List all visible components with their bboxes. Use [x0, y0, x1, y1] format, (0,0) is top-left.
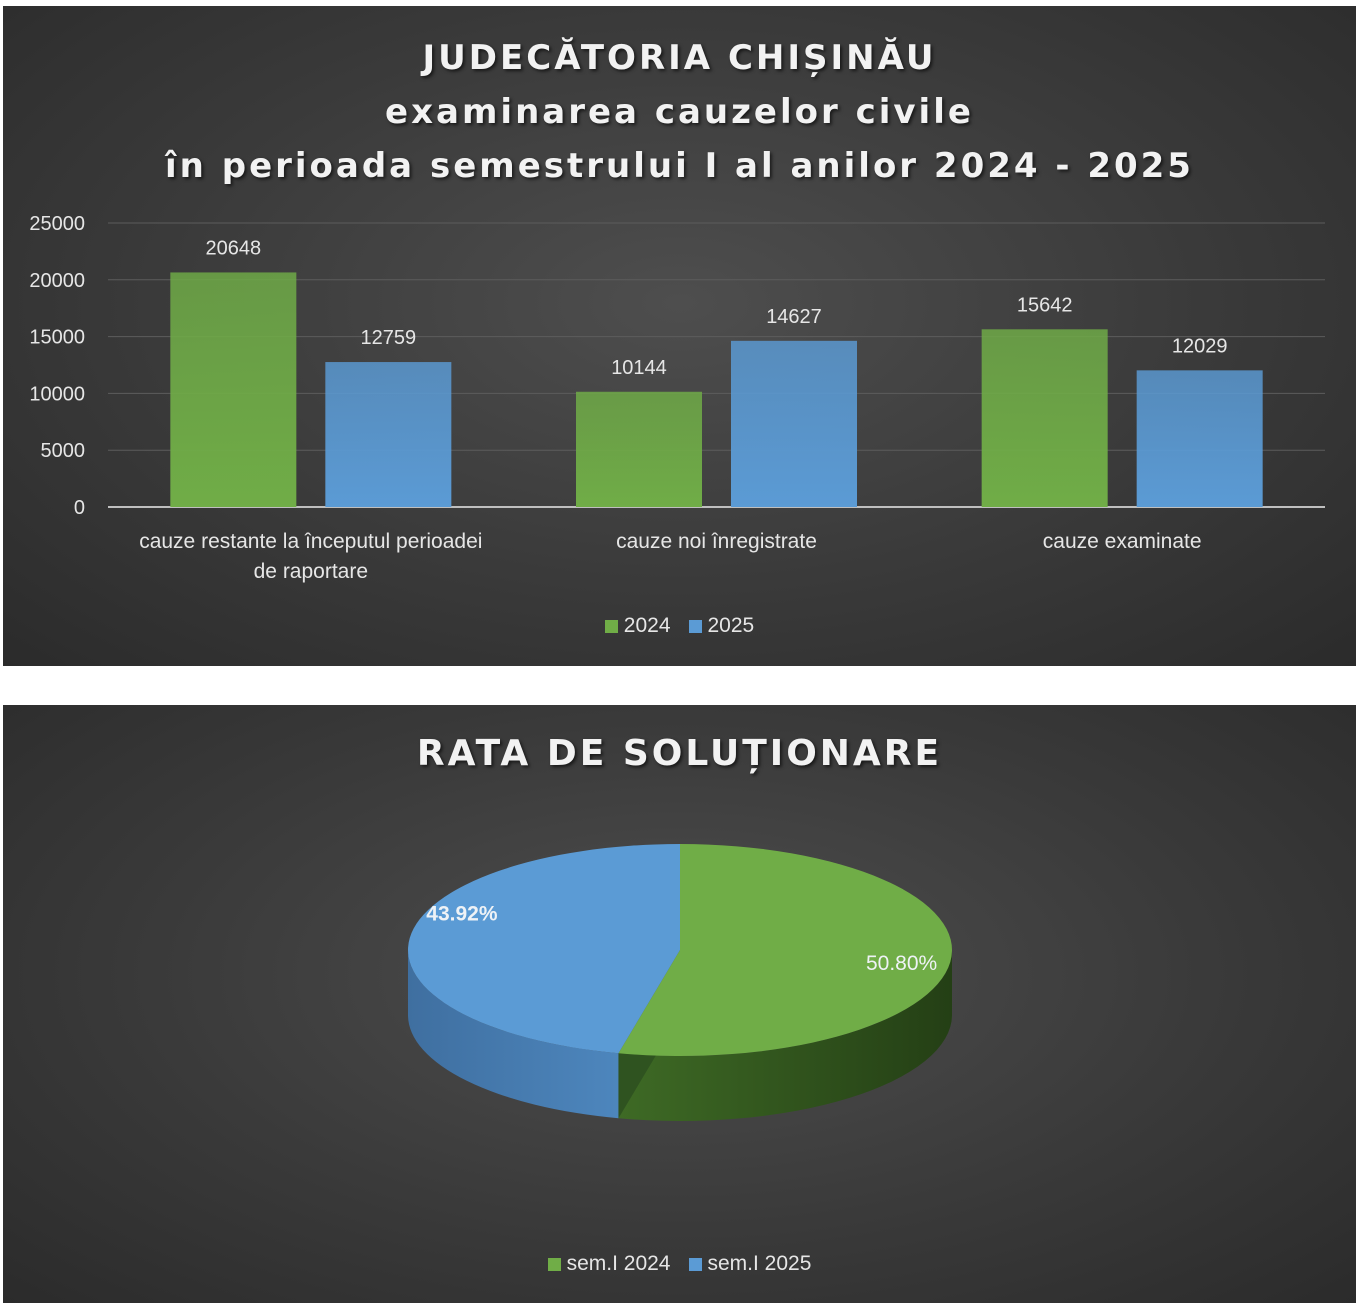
chart-title-line-2: examinarea cauzelor civile	[385, 92, 974, 132]
y-tick-label: 20000	[29, 270, 85, 292]
legend-label-sem-2024: sem.I 2024	[566, 1252, 671, 1275]
bar-chart: 0 5000 10000 15000 20000 25000 20648 12759 cauze…	[29, 213, 1325, 583]
bar-2024-1	[576, 391, 702, 507]
legend-item-2025: 2025	[688, 614, 755, 638]
data-label: 12759	[361, 327, 417, 349]
data-label: 20648	[206, 237, 262, 259]
pie-chart-panel: RATA DE SOLUȚIONARE 50.80% 43.92% sem.I 2…	[3, 705, 1356, 1303]
x-category-label: de raportare	[254, 560, 368, 583]
bar-2025-0	[325, 362, 452, 507]
x-category-label: cauze examinate	[1043, 530, 1202, 553]
legend-swatch-sem-2024	[547, 1257, 561, 1271]
legend-swatch-sem-2025	[688, 1257, 702, 1271]
pie-chart-title: RATA DE SOLUȚIONARE	[416, 733, 943, 774]
y-tick-label: 25000	[29, 213, 85, 235]
legend-item-2024: 2024	[604, 614, 671, 638]
bar-2024-0	[170, 272, 297, 507]
pie-side-1	[408, 950, 619, 1119]
pie-slice-0	[618, 844, 952, 1056]
pie-side-0	[618, 950, 952, 1121]
legend-label-2024: 2024	[623, 614, 671, 637]
pie-data-label: 50.80%	[866, 952, 937, 975]
legend-item-sem-2025: sem.I 2025	[688, 1252, 812, 1276]
legend-swatch-2024	[604, 619, 618, 633]
pie-data-label: 43.92%	[426, 903, 498, 926]
x-category-label: cauze restante la începutul perioadei	[139, 530, 482, 553]
legend-item-sem-2024: sem.I 2024	[547, 1252, 671, 1276]
pie-legend: sem.I 2024 sem.I 2025	[3, 1252, 1356, 1276]
pie-slice-1	[408, 844, 680, 1054]
data-label: 15642	[1017, 294, 1073, 316]
data-label: 10144	[611, 357, 667, 379]
y-tick-label: 0	[74, 497, 85, 519]
data-label: 14627	[766, 306, 822, 328]
y-tick-label: 5000	[41, 440, 86, 462]
legend-swatch-2025	[688, 619, 702, 633]
bar-2024-2	[981, 329, 1108, 507]
bar-chart-panel: JUDECĂTORIA CHIȘINĂU examinarea cauzelor…	[3, 6, 1356, 666]
pie-chart: 50.80% 43.92%	[408, 844, 952, 1121]
x-category-label: cauze noi înregistrate	[616, 530, 817, 553]
legend-label-sem-2025: sem.I 2025	[707, 1252, 812, 1275]
bar-legend: 2024 2025	[3, 614, 1356, 638]
chart-title-line-1: JUDECĂTORIA CHIȘINĂU	[422, 38, 937, 78]
y-tick-label: 15000	[29, 327, 85, 349]
y-tick-label: 10000	[29, 383, 85, 405]
chart-title-line-3: în perioada semestrului I al anilor 2024…	[165, 146, 1194, 186]
data-label: 12029	[1172, 335, 1228, 357]
bar-2025-1	[731, 340, 857, 507]
bar-2025-2	[1136, 370, 1263, 507]
legend-label-2025: 2025	[707, 614, 755, 637]
